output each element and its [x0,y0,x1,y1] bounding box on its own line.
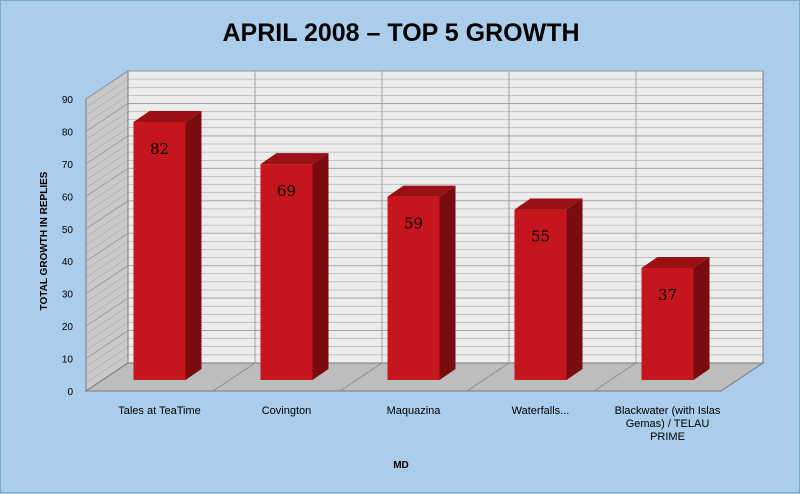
bar-side [185,110,202,380]
gridline-side [85,330,129,359]
x-category-labels: Tales at TeaTime Covington Maquazina Waterf… [118,405,721,443]
gridline-side [85,119,129,148]
bar-side [312,153,329,380]
bar-front [387,196,440,380]
x-category-label: Blackwater (with Islas Gemas) / TELAU PRIM… [615,405,721,443]
gridline-side [85,346,129,375]
x-category-label-line: PRIME [650,431,685,443]
x-axis-title: MD [393,460,409,471]
bar-data-label: 69 [277,182,296,200]
gridline-side [85,78,129,108]
bar: 37 [641,256,710,380]
bar: 59 [387,185,456,380]
gridline-side [85,297,129,327]
gridline-side [85,224,129,254]
bar-front [260,164,313,380]
gridline-side [85,306,129,335]
bar-front [514,209,567,380]
gridline-side [85,273,129,302]
bar-front [641,267,694,380]
floor-divider [212,362,256,392]
gridline-side [85,249,129,278]
y-tick-label: 20 [62,322,74,333]
bar-side [566,198,583,380]
floor-divider [466,362,510,392]
bar-data-label: 55 [531,228,550,246]
bar-top [514,198,583,210]
gridline-side [85,232,129,262]
gridline-side [85,322,129,351]
y-tick-label: 60 [62,192,74,203]
x-category-label: Maquazina [387,405,442,417]
y-tick-labels: 0 10 20 30 40 50 60 70 80 90 [62,95,74,398]
y-tick-label: 10 [62,355,74,366]
x-category-label-line: Gemas) / TELAU [626,418,710,430]
bar: 82 [133,110,202,380]
gridline-side [85,281,129,311]
x-category-label: Tales at TeaTime [118,405,201,417]
floor-divider [339,362,383,392]
bar-side [693,256,710,380]
gridline-side [85,216,129,246]
x-category-label-line: Covington [262,405,312,417]
gridline-side [85,143,129,173]
chart-title: APRIL 2008 – TOP 5 GROWTH [222,19,579,47]
x-category-label: Waterfalls... [512,405,570,417]
bar-top [260,153,329,165]
gridline-side [85,127,129,156]
gridline-side [85,167,129,197]
y-tick-label: 80 [62,127,74,138]
gridline-side [85,111,129,140]
gridline-side [85,265,129,295]
gridline-side [85,289,129,319]
bar-side [439,185,456,380]
y-tick-label: 40 [62,257,74,268]
y-tick-label: 50 [62,225,74,236]
gridline-side [85,70,129,100]
gridline-side [85,257,129,286]
gridline-side [85,160,129,189]
bar-top [387,185,456,197]
bar-data-label: 82 [150,140,169,158]
gridline-side [85,95,129,124]
x-category-label: Covington [262,405,312,417]
gridline-side [85,338,129,367]
gridline-side [85,135,129,165]
gridline-side [85,354,129,384]
y-tick-label: 90 [62,95,74,106]
gridline-side [85,241,129,270]
gridline-side [85,200,129,230]
bars: 82 69 59 55 37 [133,110,710,380]
y-axis-title: TOTAL GROWTH IN REPLIES [39,171,50,310]
bar: 69 [260,153,329,380]
x-category-label-line: Blackwater (with Islas [615,405,721,417]
x-category-label-line: Maquazina [387,405,442,417]
x-category-label-line: Tales at TeaTime [118,405,201,417]
gridline-side [85,87,129,116]
floor-divider [593,362,637,392]
x-category-label-line: Waterfalls... [512,405,570,417]
bar-data-label: 37 [658,286,677,304]
gridline-side [85,176,129,205]
y-tick-label: 0 [67,387,73,398]
y-tick-label: 30 [62,290,74,301]
bar-top [641,256,710,268]
gridline-side [85,184,129,213]
gridline-side [85,208,129,238]
gridline-side [85,314,129,343]
gridline-side [85,103,129,132]
bar: 55 [514,198,583,380]
y-tick-label: 70 [62,160,74,171]
gridline-side [85,151,129,181]
gridline-side [85,192,129,221]
bar-top [133,110,202,122]
bar-data-label: 59 [404,215,423,233]
bar-front [133,121,186,380]
